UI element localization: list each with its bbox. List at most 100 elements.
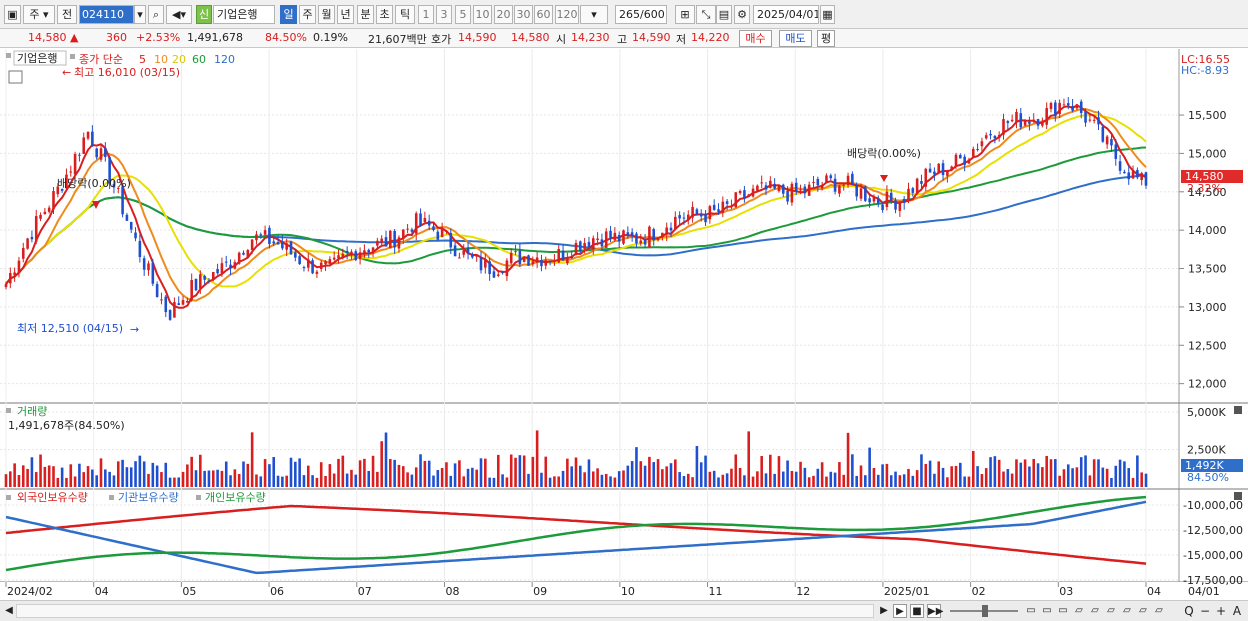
chart-area[interactable]: 15,500 15,000 14,500 14,000 13,500 13,000 12,5… [0, 49, 1248, 600]
layout-1-icon[interactable]: ▭ [1026, 605, 1036, 616]
scroll-right-icon[interactable]: ▶ [880, 605, 888, 616]
window-menu-icon[interactable]: ▣ [4, 5, 21, 24]
holdings-handle-3-icon[interactable] [196, 495, 201, 500]
x-axis-right-label: 04/01 [1188, 585, 1220, 598]
candle-body [419, 213, 422, 226]
layout-7-icon[interactable]: ▱ [1123, 605, 1131, 616]
date-field[interactable]: 2025/04/01 [753, 5, 819, 24]
candle-body [574, 242, 578, 256]
tab-year[interactable]: 년 [337, 5, 354, 24]
layout-4-icon[interactable]: ▱ [1075, 605, 1083, 616]
tab-second[interactable]: 초 [376, 5, 393, 24]
draw-tool-icon[interactable]: ⤡ [696, 5, 716, 24]
period-select[interactable]: 주 ▾ [23, 5, 55, 24]
candle-body [993, 135, 997, 139]
volume-bar [250, 432, 254, 487]
turnover-rate: 0.19% [313, 31, 348, 44]
search-icon[interactable]: ⌕ [148, 5, 164, 24]
volume-bar [553, 476, 556, 487]
candle-body [73, 153, 77, 175]
layout-8-icon[interactable]: ▱ [1139, 605, 1147, 616]
candle-body [47, 207, 51, 212]
candle-body [997, 134, 1001, 138]
sell-button[interactable]: 매도 [779, 30, 812, 47]
volume-bar [164, 462, 168, 487]
candle-body [894, 200, 897, 210]
holdings-panel-close-icon[interactable] [1234, 492, 1242, 500]
interval-30[interactable]: 30 [514, 5, 533, 24]
auto-scale-icon[interactable]: A [1232, 604, 1242, 618]
layout-6-icon[interactable]: ▱ [1107, 605, 1115, 616]
play-icon[interactable]: ▶ [893, 604, 907, 618]
interval-5[interactable]: 5 [455, 5, 471, 24]
candle-body [1088, 119, 1092, 121]
chart-svg[interactable]: 15,500 15,000 14,500 14,000 13,500 13,000 12,5… [0, 49, 1248, 600]
tab-day[interactable]: 일 [280, 5, 297, 24]
candle-body [164, 296, 168, 313]
candle-body [583, 242, 586, 250]
stock-name-field[interactable]: 기업은행 [213, 5, 275, 24]
tab-week[interactable]: 주 [299, 5, 316, 24]
holdings-handle-2-icon[interactable] [109, 495, 114, 500]
interval-10[interactable]: 10 [473, 5, 492, 24]
candle-body [190, 280, 193, 300]
ma-label: 종가 단순 [79, 53, 123, 66]
candle-body [777, 185, 781, 192]
stock-code-input[interactable]: 024110 [79, 5, 134, 24]
scroll-left-icon[interactable]: ◀ [5, 605, 13, 616]
fast-forward-icon[interactable]: ▶▶ [927, 604, 944, 618]
interval-3[interactable]: 3 [436, 5, 452, 24]
scroll-track[interactable] [16, 604, 874, 618]
zoom-out-icon[interactable]: − [1199, 604, 1211, 618]
volume-bar [751, 476, 755, 487]
count-field[interactable]: 265/600 [615, 5, 667, 24]
layout-5-icon[interactable]: ▱ [1091, 605, 1099, 616]
holdings-handle-1-icon[interactable] [6, 495, 11, 500]
volume-handle-icon[interactable] [6, 408, 11, 413]
panel-handle-icon[interactable] [6, 53, 11, 58]
gear-icon[interactable]: ⚙ [734, 5, 750, 24]
mode-button[interactable]: 전 [57, 5, 77, 24]
candle-body [652, 229, 656, 241]
volume-bar [561, 470, 565, 487]
x-tick-label: 04 [95, 585, 109, 598]
candle-body [699, 213, 703, 217]
volume-panel-close-icon[interactable] [1234, 406, 1242, 414]
layout-9-icon[interactable]: ▱ [1155, 605, 1163, 616]
calculator-icon[interactable] [8, 70, 23, 84]
ma-handle-icon[interactable] [70, 54, 75, 59]
layout-2-icon[interactable]: ▭ [1042, 605, 1052, 616]
sound-icon[interactable]: ◀▾ [166, 5, 192, 24]
zoom-search-icon[interactable]: Q [1184, 604, 1194, 618]
tab-tick[interactable]: 틱 [395, 5, 415, 24]
candle-body [1105, 136, 1109, 145]
candle-body [872, 197, 876, 202]
calendar-icon[interactable]: ▦ [820, 5, 835, 24]
candle-body [682, 217, 686, 219]
candle-body [760, 182, 763, 184]
layout-3-icon[interactable]: ▭ [1058, 605, 1068, 616]
tab-month[interactable]: 월 [318, 5, 335, 24]
volume-bar [872, 467, 876, 487]
zoom-in-icon[interactable]: + [1215, 604, 1227, 618]
tab-minute[interactable]: 분 [357, 5, 374, 24]
save-icon[interactable]: ▤ [716, 5, 732, 24]
volume-bar [1041, 467, 1044, 487]
interval-20[interactable]: 20 [494, 5, 513, 24]
candle-body [78, 154, 81, 156]
volume-bar [194, 470, 198, 487]
interval-120[interactable]: 120 [555, 5, 579, 24]
stop-icon[interactable]: ■ [910, 604, 924, 618]
interval-1[interactable]: 1 [418, 5, 434, 24]
volume-bar [933, 473, 936, 487]
zoom-slider-handle[interactable] [982, 605, 988, 617]
volume-bar [289, 457, 293, 487]
interval-dropdown[interactable]: ▾ [580, 5, 608, 24]
eval-button[interactable]: 평 [817, 30, 835, 47]
volume-bar [207, 470, 211, 487]
interval-60[interactable]: 60 [534, 5, 553, 24]
buy-button[interactable]: 매수 [739, 30, 772, 47]
volume-bar [725, 473, 729, 487]
crosshair-icon[interactable]: ⊞ [675, 5, 695, 24]
code-dropdown-icon[interactable]: ▾ [134, 5, 146, 24]
